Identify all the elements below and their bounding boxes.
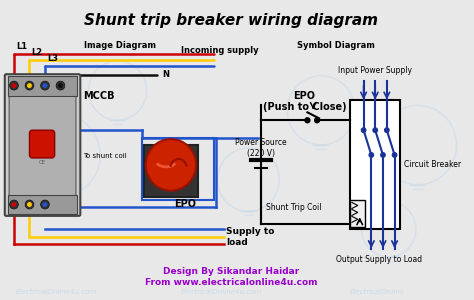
Text: EPO: EPO: [174, 199, 196, 208]
Text: Input Power Supply: Input Power Supply: [338, 66, 412, 75]
Circle shape: [43, 202, 47, 207]
Text: Symbol Diagram: Symbol Diagram: [297, 41, 374, 50]
FancyBboxPatch shape: [5, 74, 80, 216]
Bar: [8, 195, 77, 214]
Bar: [350, 200, 365, 227]
FancyBboxPatch shape: [9, 82, 76, 208]
Circle shape: [56, 81, 65, 90]
Text: ElectricalOnline4u.com: ElectricalOnline4u.com: [16, 289, 97, 295]
Text: CE: CE: [38, 160, 46, 165]
Circle shape: [372, 127, 378, 133]
Circle shape: [11, 83, 17, 88]
Text: Image Diagram: Image Diagram: [84, 41, 155, 50]
Circle shape: [368, 152, 374, 158]
Text: ElectricalOnline4u.com: ElectricalOnline4u.com: [181, 289, 262, 295]
Circle shape: [361, 127, 366, 133]
Text: L2: L2: [31, 48, 43, 57]
Circle shape: [41, 200, 49, 209]
Text: N: N: [162, 70, 169, 79]
Circle shape: [27, 83, 32, 88]
Text: Shunt Trip Coil: Shunt Trip Coil: [266, 203, 321, 212]
Bar: [144, 145, 198, 197]
Circle shape: [380, 152, 386, 158]
Text: Incoming supply: Incoming supply: [181, 46, 258, 56]
Circle shape: [315, 118, 319, 123]
Circle shape: [58, 83, 63, 88]
Text: L1: L1: [16, 42, 27, 51]
Text: Design By Sikandar Haidar: Design By Sikandar Haidar: [163, 267, 299, 276]
Text: L3: L3: [47, 54, 58, 63]
Text: MCCB: MCCB: [83, 91, 114, 100]
Circle shape: [27, 202, 32, 207]
Text: Shunt trip breaker wiring diagram: Shunt trip breaker wiring diagram: [84, 13, 378, 28]
Circle shape: [146, 139, 196, 190]
Circle shape: [43, 83, 47, 88]
Circle shape: [25, 81, 34, 90]
Text: From www.electricalonline4u.com: From www.electricalonline4u.com: [145, 278, 317, 287]
Circle shape: [392, 152, 398, 158]
Text: ElectricalOnline: ElectricalOnline: [350, 289, 405, 295]
Text: Output Supply to Load: Output Supply to Load: [336, 255, 422, 264]
Circle shape: [9, 200, 18, 209]
Text: Supply to
load: Supply to load: [226, 227, 274, 247]
Circle shape: [384, 127, 390, 133]
Circle shape: [305, 118, 310, 123]
Bar: [350, 100, 401, 229]
Text: Power Source
(220 V): Power Source (220 V): [235, 138, 287, 158]
Text: To shunt coil: To shunt coil: [83, 153, 127, 159]
Circle shape: [11, 202, 17, 207]
Circle shape: [9, 81, 18, 90]
Circle shape: [25, 200, 34, 209]
Circle shape: [41, 81, 49, 90]
Text: Circuit Breaker: Circuit Breaker: [404, 160, 461, 169]
FancyBboxPatch shape: [29, 130, 55, 158]
Bar: [8, 76, 77, 95]
Bar: [142, 138, 214, 200]
Text: EPO
(Push to Close): EPO (Push to Close): [263, 91, 346, 112]
